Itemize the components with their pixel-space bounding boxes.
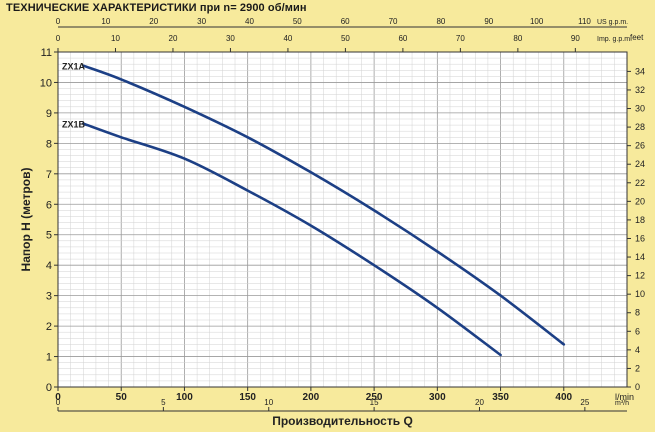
impgpm-tick-label: 70 xyxy=(456,34,465,43)
m3h-tick-label: 25 xyxy=(580,398,589,407)
usgpm-tick-label: 80 xyxy=(436,17,445,26)
m3h-unit-label: m³/h xyxy=(615,400,629,407)
impgpm-tick-label: 0 xyxy=(56,34,61,43)
m3h-tick-label: 0 xyxy=(56,398,61,407)
y-tick-label: 8 xyxy=(46,138,52,150)
impgpm-unit-label: Imp. g.p.m. xyxy=(597,36,632,43)
y2-tick-label: 30 xyxy=(635,104,645,114)
y2-tick-label: 28 xyxy=(635,122,645,132)
series-label-zx1b: ZX1B xyxy=(62,120,86,130)
usgpm-tick-label: 50 xyxy=(293,17,302,26)
y-tick-label: 9 xyxy=(46,108,52,120)
usgpm-tick-label: 70 xyxy=(389,17,398,26)
x-tick-label-lmin: 150 xyxy=(239,392,256,403)
y-tick-label: 5 xyxy=(46,230,52,242)
y-tick-label: 6 xyxy=(46,199,52,211)
m3h-tick-label: 15 xyxy=(370,398,379,407)
y2-tick-label: 22 xyxy=(635,178,645,188)
y2-tick-label: 14 xyxy=(635,252,645,262)
x-tick-label-lmin: 50 xyxy=(116,392,128,403)
y2-tick-label: 12 xyxy=(635,271,645,281)
usgpm-tick-label: 40 xyxy=(245,17,254,26)
y2-tick-label: 32 xyxy=(635,85,645,95)
y-tick-label: 1 xyxy=(46,352,52,364)
y2-tick-label: 6 xyxy=(635,326,640,336)
x-tick-label-lmin: 200 xyxy=(303,392,320,403)
y2-tick-label: 34 xyxy=(635,66,645,76)
x-tick-label-lmin: 250 xyxy=(366,392,383,403)
usgpm-tick-label: 60 xyxy=(341,17,350,26)
impgpm-tick-label: 20 xyxy=(169,34,178,43)
y-tick-label: 4 xyxy=(46,260,52,272)
y2-tick-label: 0 xyxy=(635,382,640,392)
usgpm-tick-label: 10 xyxy=(101,17,110,26)
impgpm-tick-label: 80 xyxy=(513,34,522,43)
y2-tick-label: 4 xyxy=(635,345,640,355)
series-label-zx1a: ZX1A xyxy=(62,62,86,72)
impgpm-tick-label: 10 xyxy=(111,34,120,43)
usgpm-tick-label: 90 xyxy=(484,17,493,26)
y2-tick-label: 10 xyxy=(635,289,645,299)
y2-tick-label: 20 xyxy=(635,196,645,206)
y-axis-title: Напор H (метров) xyxy=(19,168,33,272)
plot-area xyxy=(58,52,627,387)
usgpm-tick-label: 30 xyxy=(197,17,206,26)
y-tick-label: 0 xyxy=(46,382,52,394)
y2-tick-label: 24 xyxy=(635,159,645,169)
x-tick-label-lmin: 400 xyxy=(555,392,572,403)
impgpm-tick-label: 60 xyxy=(398,34,407,43)
usgpm-tick-label: 0 xyxy=(56,17,61,26)
impgpm-tick-label: 40 xyxy=(283,34,292,43)
y-tick-label: 11 xyxy=(41,47,52,59)
y2-tick-label: 8 xyxy=(635,308,640,318)
y-tick-label: 2 xyxy=(46,321,52,333)
usgpm-tick-label: 100 xyxy=(530,17,544,26)
x-tick-label-lmin: 350 xyxy=(492,392,509,403)
series-line-zx1b xyxy=(82,122,502,357)
y-tick-label: 3 xyxy=(46,291,52,303)
usgpm-unit-label: US g.p.m. xyxy=(597,19,628,26)
m3h-tick-label: 20 xyxy=(475,398,484,407)
m3h-tick-label: 5 xyxy=(161,398,166,407)
y2-unit-label: feet xyxy=(630,33,644,42)
y-tick-label: 10 xyxy=(40,77,52,89)
x-tick-label-lmin: 300 xyxy=(429,392,446,403)
usgpm-tick-label: 20 xyxy=(149,17,158,26)
impgpm-tick-label: 30 xyxy=(226,34,235,43)
y2-tick-label: 18 xyxy=(635,215,645,225)
chart-title: ТЕХНИЧЕСКИЕ ХАРАКТЕРИСТИКИ при n= 2900 о… xyxy=(6,2,307,14)
y2-tick-label: 16 xyxy=(635,233,645,243)
x-unit-lmin: l/min xyxy=(615,392,634,402)
y2-tick-label: 2 xyxy=(635,363,640,373)
x-tick-label-lmin: 0 xyxy=(55,392,61,403)
series-line-zx1a xyxy=(82,64,566,346)
y2-tick-label: 26 xyxy=(635,141,645,151)
impgpm-tick-label: 90 xyxy=(571,34,580,43)
x-tick-label-lmin: 100 xyxy=(176,392,193,403)
impgpm-tick-label: 50 xyxy=(341,34,350,43)
y-tick-label: 7 xyxy=(46,169,52,181)
usgpm-tick-label: 110 xyxy=(578,17,591,26)
m3h-tick-label: 10 xyxy=(264,398,273,407)
x-axis-title: Производительность Q xyxy=(272,414,413,428)
